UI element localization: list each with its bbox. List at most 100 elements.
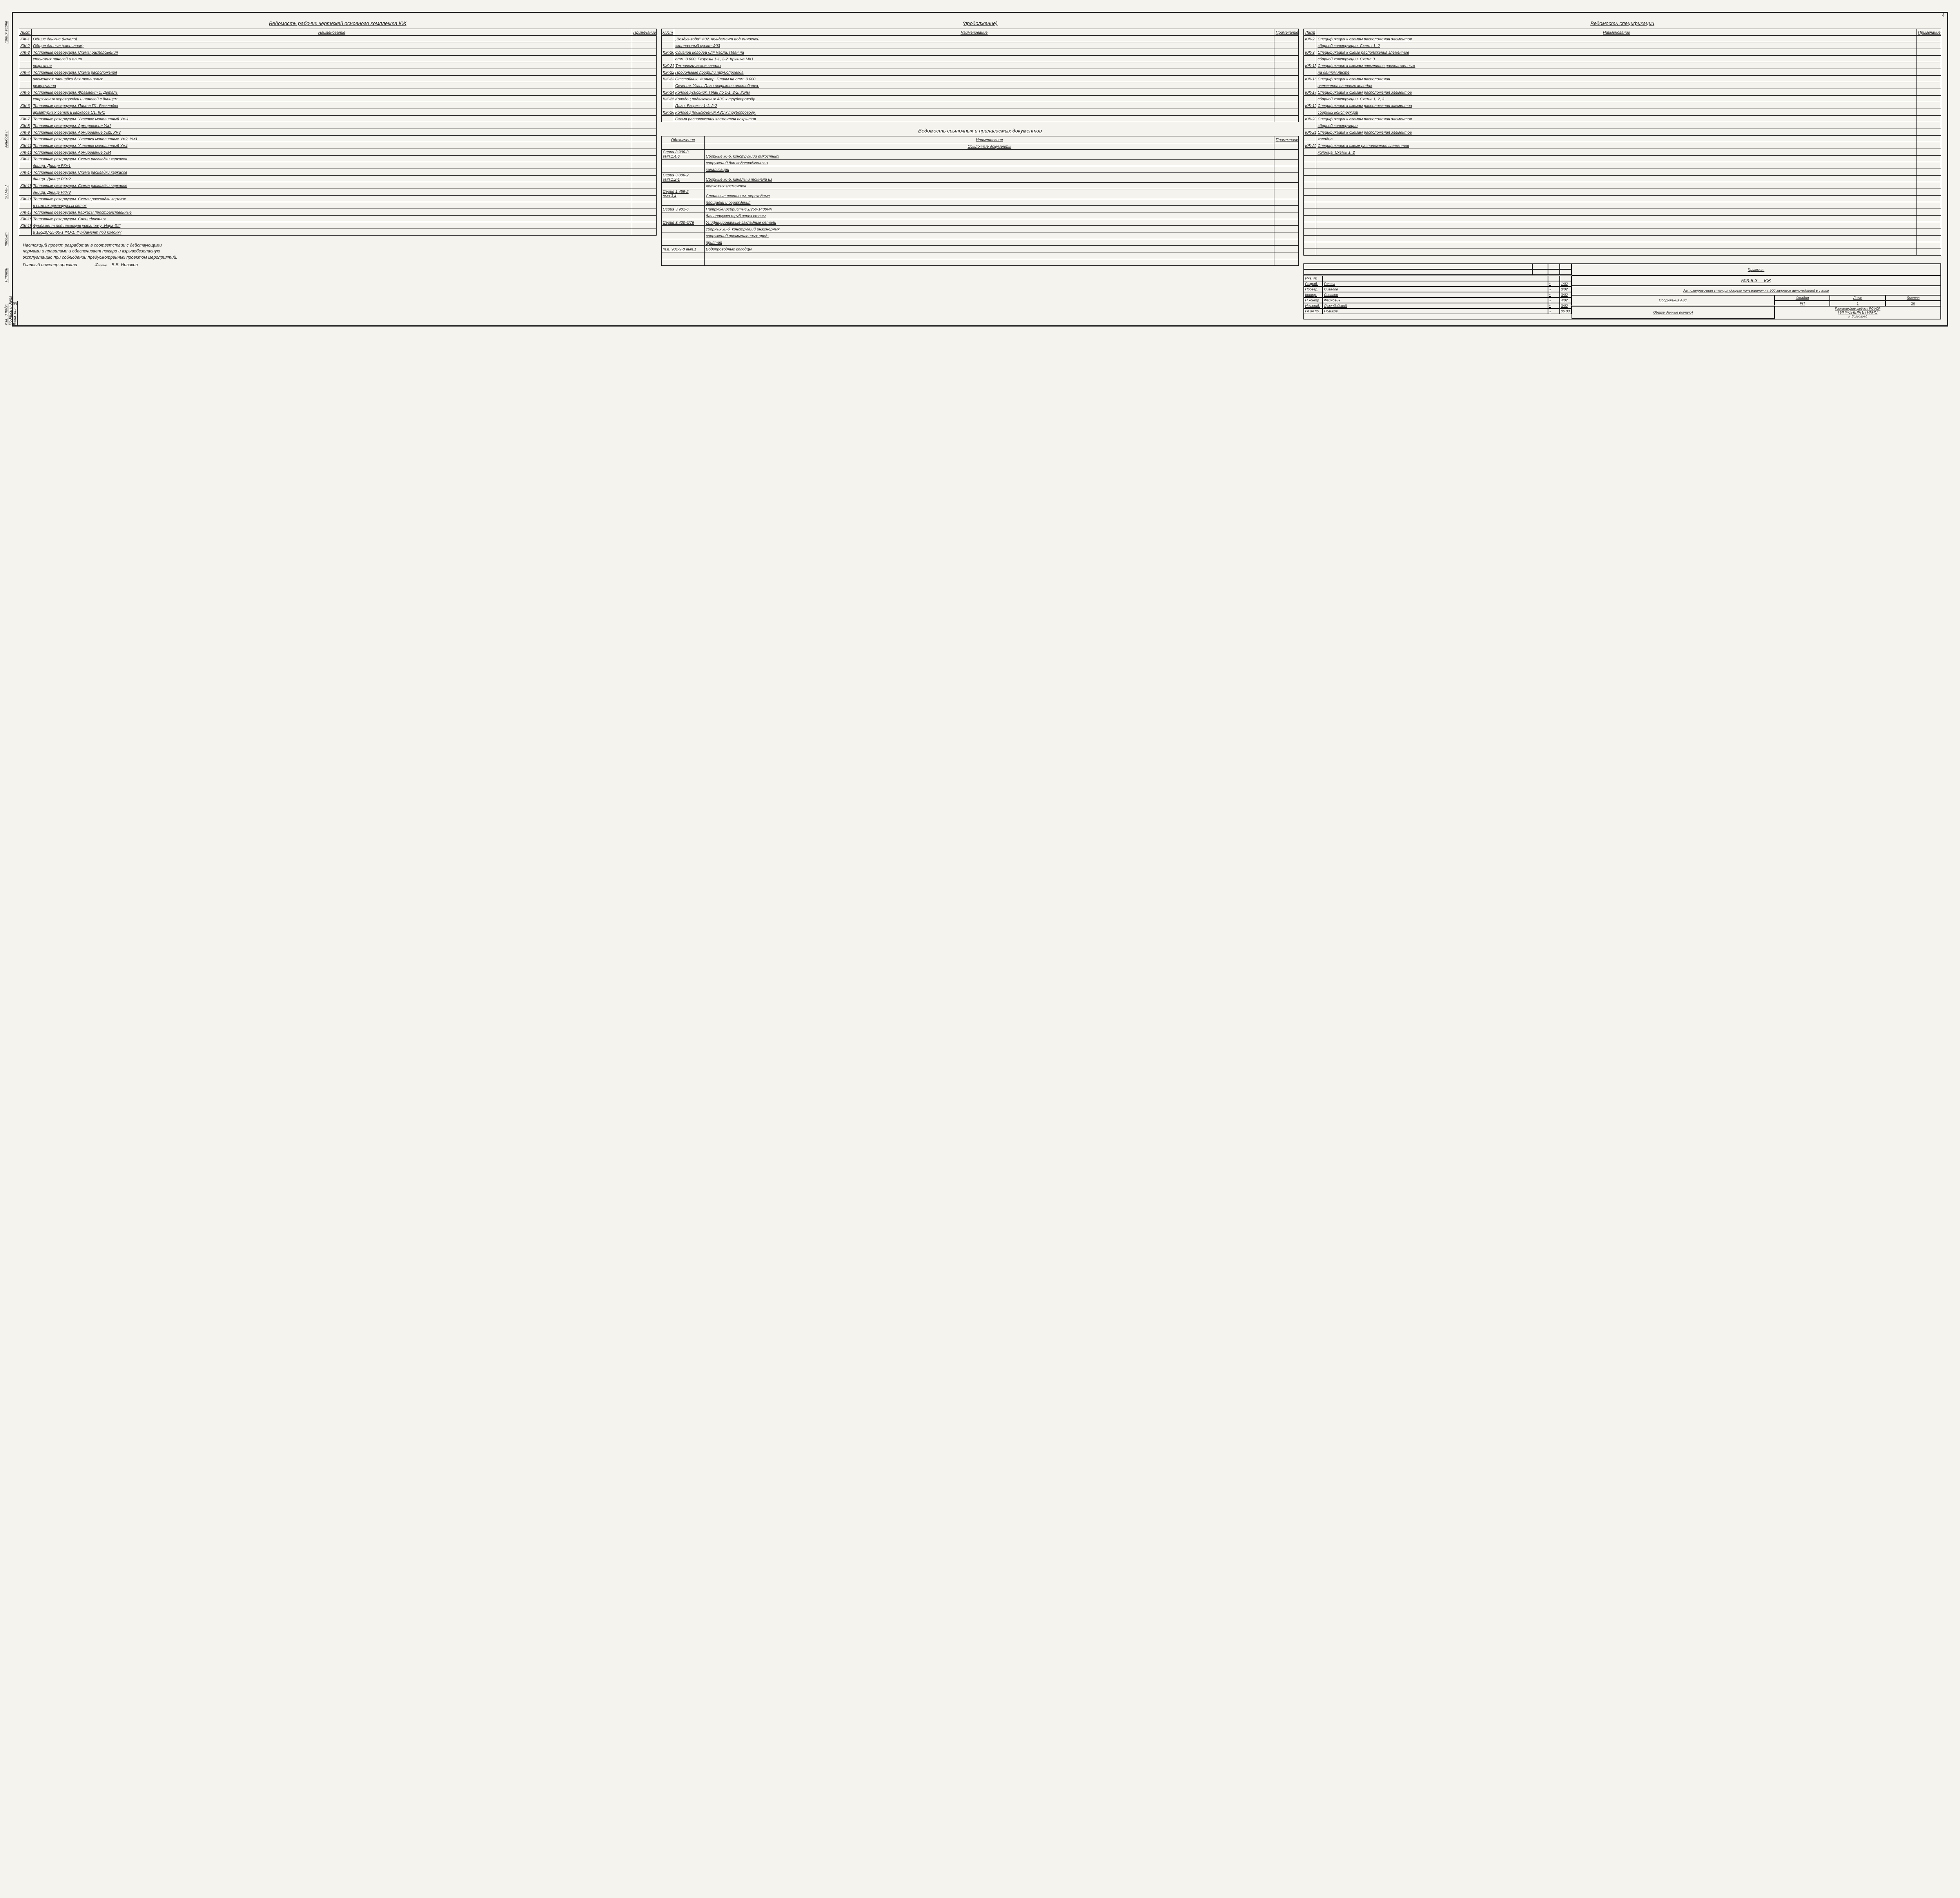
table-cell: Топливные резервуары. Армирование Ум4 — [32, 149, 632, 156]
table-cell: Спецификация к схемам расположения элеме… — [1316, 129, 1917, 136]
org1: Госкомнефтепродукт РСФСР — [1835, 307, 1880, 310]
table-cell — [1274, 69, 1299, 76]
table-cell — [1274, 232, 1299, 239]
table-cell — [632, 136, 656, 142]
table-cell — [1304, 82, 1316, 89]
table-row: сооружений промышленных пред- — [661, 232, 1299, 239]
part2: Общие данные (начало) — [1572, 306, 1775, 319]
table-row: элементов сливного колодца — [1304, 82, 1941, 89]
table-cell — [1274, 239, 1299, 246]
table-row: КЖ-19Фундамент под насосную установку „Н… — [19, 222, 657, 229]
table-row: КЖ-11Топливные резервуары. Участок монол… — [19, 142, 657, 149]
table-cell — [1917, 242, 1941, 249]
table-row: покрытия — [19, 62, 657, 69]
th-note: Примечание — [1274, 29, 1299, 36]
table-cell — [632, 56, 656, 62]
table-cell — [632, 76, 656, 82]
privjazal: Привязал: — [1572, 264, 1941, 276]
table-cell: КЖ-15 — [1304, 62, 1316, 69]
table-cell: резервуаров — [32, 82, 632, 89]
table-cell: элементов площадки для топливных — [32, 76, 632, 82]
org2: ГИПРОНЕФТЕТРАНС — [1838, 310, 1877, 315]
table-row: КЖ-8Топливные резервуары. Армирование Ум… — [19, 122, 657, 129]
table-cell: Общие данные (окончание) — [32, 42, 632, 49]
table-row — [1304, 162, 1941, 169]
table-row: резервуаров — [19, 82, 657, 89]
table-cell — [632, 169, 656, 176]
table-cell: Топливные резервуары. Участок монолитный… — [32, 142, 632, 149]
table-cell: канализации — [704, 166, 1274, 173]
table-cell — [1304, 222, 1316, 229]
table-cell: сборной конструкции. Схемы 1, 2 — [1316, 42, 1917, 49]
table-cell: КЖ-17 — [1304, 89, 1316, 96]
table-cell: площадки и ограждения — [704, 199, 1274, 206]
title-spec: Ведомость спецификации — [1303, 20, 1941, 26]
table-cell — [1917, 182, 1941, 189]
table-row: т.п. 901-9-8 вып.1Водопроводные колодцы — [661, 246, 1299, 252]
table-cell: Серия 3.400-6/76 — [661, 219, 704, 226]
table-row: Схема расположения элементов покрытия — [661, 116, 1299, 122]
table-cell: КЖ-21 — [661, 62, 674, 69]
table-cell: КЖ-12 — [19, 149, 32, 156]
table-cell: Продольные профили трубопровода — [674, 69, 1274, 76]
table-cell — [661, 252, 704, 259]
table-cell — [1917, 36, 1941, 42]
table-row: Серия 1.459-2 вып.3,4Стальные лестницы, … — [661, 189, 1299, 199]
table-row: днища. Днище РКм1 — [19, 162, 657, 169]
table-cell — [632, 89, 656, 96]
table-row: КЖ-14Топливные резервуары. Схема расклад… — [19, 169, 657, 176]
table-row: КЖ-4Топливные резервуары. Схема располож… — [19, 69, 657, 76]
table-cell — [1917, 109, 1941, 116]
table-cell — [1917, 49, 1941, 56]
table-cell: заправочный пункт Ф03 — [674, 42, 1274, 49]
table-cell — [1304, 209, 1316, 216]
table-row: днища. Днище РКм2 — [19, 176, 657, 182]
table-cell — [1274, 62, 1299, 69]
footer-note: Настоящий проект разработан в соответств… — [19, 243, 183, 269]
table-cell — [1316, 202, 1917, 209]
table-cell — [1917, 236, 1941, 242]
table-cell: сборной конструкции. Схемы 1, 2, 3 — [1316, 96, 1917, 102]
table-cell: КЖ-22 — [661, 69, 674, 76]
title-refs: Ведомость ссылочных и прилагаемых докуме… — [661, 128, 1299, 134]
th-sheet: Лист — [19, 29, 32, 36]
table-cell: КЖ-13 — [19, 156, 32, 162]
table-cell — [1316, 236, 1917, 242]
table-cell — [632, 162, 656, 169]
table-cell — [1274, 219, 1299, 226]
table-cell: Колодец подключения АЗС к трубопроводу. — [674, 96, 1274, 102]
title-cont: (продолжение) — [661, 20, 1299, 26]
table-row: на данном листе — [1304, 69, 1941, 76]
table-cell: Патрубки ребристые Ду50-1400мм — [704, 206, 1274, 212]
table-cell — [1274, 76, 1299, 82]
side-label: Альбом II — [4, 131, 9, 148]
table-cell: Топливные резервуары. Схема раскладки ка… — [32, 156, 632, 162]
th-sheet: Лист — [1830, 295, 1885, 301]
th-name: Наименование — [1316, 29, 1917, 36]
th-sheet: Лист — [661, 29, 674, 36]
table-row: стеновых панелей и плит — [19, 56, 657, 62]
table-row — [661, 252, 1299, 259]
table-cell: КЖ-20 — [661, 49, 674, 56]
table-cell — [661, 212, 704, 219]
table-row — [1304, 189, 1941, 196]
table-cell — [1274, 42, 1299, 49]
th-stage: Стадия — [1775, 295, 1830, 301]
table-cell — [1316, 162, 1917, 169]
table-row — [1304, 242, 1941, 249]
table-cell — [19, 56, 32, 62]
table-cell — [704, 252, 1274, 259]
table-row: Серия 3.901-6Патрубки ребристые Ду50-140… — [661, 206, 1299, 212]
table-cell — [1274, 49, 1299, 56]
th-desig: Обозначение — [661, 136, 704, 143]
table-cell: Сечения. Узлы. План покрытия отстойника. — [674, 82, 1274, 89]
column-1: Ведомость рабочих чертежей основного ком… — [19, 19, 657, 319]
table-cell — [661, 36, 674, 42]
table-cell — [661, 239, 704, 246]
table-cell: Колодец-сборник. План по 1-1, 2-2. Узлы — [674, 89, 1274, 96]
table-cell: и нижних арматурных сеток — [32, 202, 632, 209]
table-cell: Спецификация к схемам расположения элеме… — [1316, 89, 1917, 96]
table-row: сборных ж.-б. конструкций инженерных — [661, 226, 1299, 232]
role-row: Нач.отд.Лузенбайский~3/02 — [1304, 303, 1571, 308]
table-cell: Топливные резервуары. Фрагмент 1. Деталь — [32, 89, 632, 96]
